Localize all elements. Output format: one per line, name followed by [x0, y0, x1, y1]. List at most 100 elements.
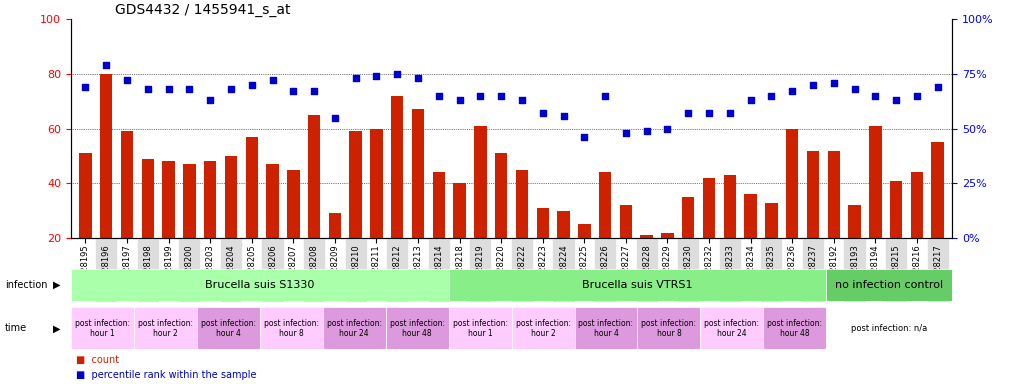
Bar [454, 184, 466, 293]
Point [140, 86, 156, 92]
FancyBboxPatch shape [134, 307, 197, 349]
Text: post infection:
hour 2: post infection: hour 2 [138, 319, 192, 338]
Text: ■  percentile rank within the sample: ■ percentile rank within the sample [76, 370, 256, 380]
Text: post infection:
hour 4: post infection: hour 4 [578, 319, 633, 338]
Point [472, 93, 488, 99]
Point [847, 86, 863, 92]
Bar [495, 153, 508, 293]
Bar [100, 74, 112, 293]
Point [638, 128, 654, 134]
FancyBboxPatch shape [700, 307, 764, 349]
Bar [266, 164, 279, 293]
Point [431, 93, 447, 99]
Text: post infection:
hour 24: post infection: hour 24 [704, 319, 760, 338]
Text: ▶: ▶ [53, 323, 60, 333]
Point [576, 134, 593, 141]
Text: post infection:
hour 1: post infection: hour 1 [75, 319, 130, 338]
Point [555, 113, 571, 119]
Bar [640, 235, 653, 293]
Bar [620, 205, 632, 293]
Point [244, 82, 260, 88]
Bar [183, 164, 196, 293]
Point [327, 115, 343, 121]
Point [597, 93, 613, 99]
Text: post infection:
hour 8: post infection: hour 8 [641, 319, 697, 338]
FancyBboxPatch shape [71, 307, 134, 349]
Point [160, 86, 176, 92]
Point [659, 126, 676, 132]
Point [286, 88, 302, 94]
Bar [828, 151, 840, 293]
Bar [557, 211, 569, 293]
Bar [931, 142, 944, 293]
Point [805, 82, 822, 88]
Text: post infection:
hour 48: post infection: hour 48 [767, 319, 823, 338]
Text: post infection:
hour 2: post infection: hour 2 [516, 319, 570, 338]
Bar [245, 137, 258, 293]
Text: time: time [5, 323, 27, 333]
Bar [516, 170, 528, 293]
Bar [370, 129, 383, 293]
FancyBboxPatch shape [449, 269, 827, 301]
Bar [349, 131, 362, 293]
FancyBboxPatch shape [323, 307, 386, 349]
Bar [869, 126, 881, 293]
FancyBboxPatch shape [512, 307, 574, 349]
Bar [889, 180, 903, 293]
Point [701, 110, 717, 116]
Point [867, 93, 883, 99]
Point [223, 86, 239, 92]
Point [119, 78, 135, 84]
Bar [848, 205, 861, 293]
Bar [599, 172, 611, 293]
Bar [578, 224, 591, 293]
Bar [287, 170, 300, 293]
FancyBboxPatch shape [574, 307, 637, 349]
Bar [308, 115, 320, 293]
Text: post infection: n/a: post infection: n/a [851, 324, 927, 333]
Text: post infection:
hour 4: post infection: hour 4 [201, 319, 256, 338]
Point [264, 78, 281, 84]
Bar [204, 161, 217, 293]
Bar [474, 126, 486, 293]
Text: no infection control: no infection control [835, 280, 943, 290]
Point [98, 62, 114, 68]
FancyBboxPatch shape [827, 307, 952, 349]
Bar [703, 178, 715, 293]
Bar [328, 214, 341, 293]
Bar [911, 172, 923, 293]
Point [369, 73, 385, 79]
Bar [723, 175, 736, 293]
Bar [225, 156, 237, 293]
FancyBboxPatch shape [827, 269, 952, 301]
Bar [79, 153, 92, 293]
Point [347, 75, 364, 81]
FancyBboxPatch shape [449, 307, 512, 349]
Bar [537, 208, 549, 293]
Point [826, 79, 842, 86]
Bar [745, 194, 757, 293]
FancyBboxPatch shape [197, 307, 259, 349]
Bar [121, 131, 134, 293]
Bar [661, 233, 674, 293]
Bar [806, 151, 820, 293]
Point [721, 110, 737, 116]
Bar [682, 197, 695, 293]
Bar [433, 172, 445, 293]
Text: post infection:
hour 1: post infection: hour 1 [453, 319, 508, 338]
FancyBboxPatch shape [764, 307, 827, 349]
Text: infection: infection [5, 280, 48, 290]
Point [202, 97, 218, 103]
FancyBboxPatch shape [386, 307, 449, 349]
Point [535, 110, 551, 116]
Bar [391, 96, 403, 293]
Text: post infection:
hour 48: post infection: hour 48 [390, 319, 445, 338]
Bar [142, 159, 154, 293]
FancyBboxPatch shape [259, 307, 323, 349]
Text: ■  count: ■ count [76, 355, 120, 365]
Point [493, 93, 510, 99]
Point [888, 97, 905, 103]
FancyBboxPatch shape [637, 307, 700, 349]
Bar [786, 129, 798, 293]
Point [452, 97, 468, 103]
